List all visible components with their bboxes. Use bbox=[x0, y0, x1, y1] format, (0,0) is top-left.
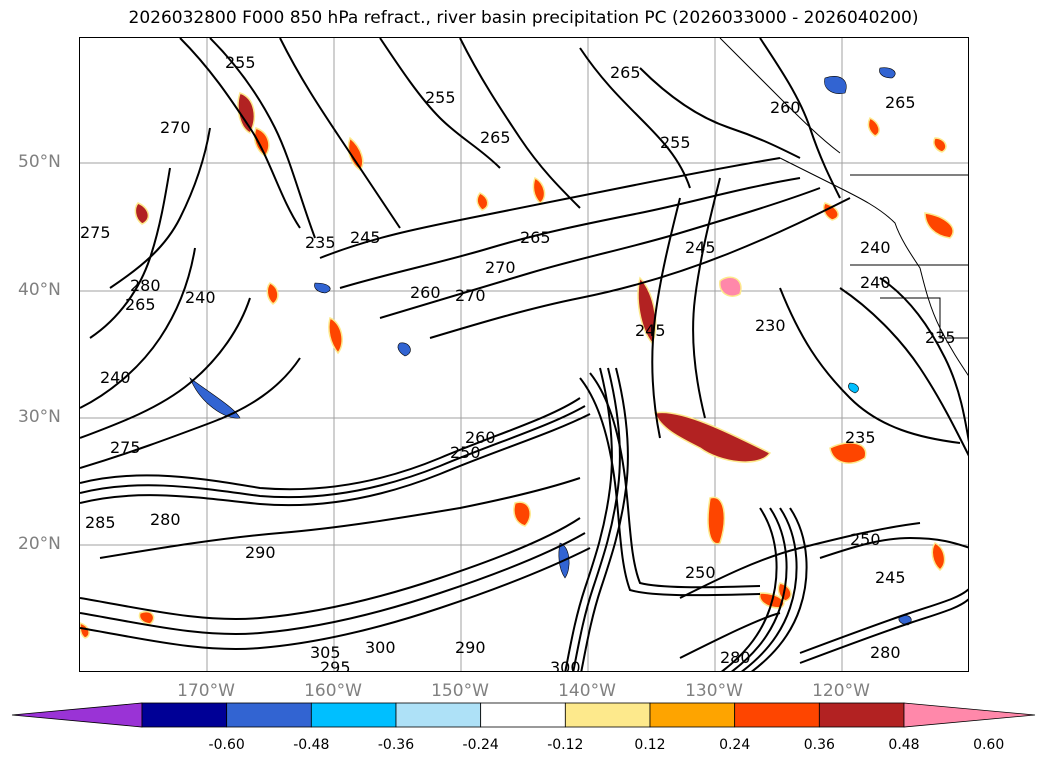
colorbar-tick-label: -0.36 bbox=[377, 737, 415, 753]
colorbar-segment bbox=[310, 702, 397, 728]
contour-label: 240 bbox=[860, 238, 891, 257]
contour-label: 240 bbox=[100, 368, 131, 387]
contour-label: 260 bbox=[465, 428, 496, 447]
contour-label: 260 bbox=[770, 98, 801, 117]
contour-label: 255 bbox=[660, 133, 691, 152]
contour-label: 280 bbox=[130, 276, 161, 295]
contour-label: 265 bbox=[480, 128, 511, 147]
contour-label: 250 bbox=[850, 530, 881, 549]
lon-label-130w: 130°W bbox=[685, 681, 743, 701]
contour-label: 235 bbox=[925, 328, 956, 347]
contour-label-group: 255 270 255 265 260 265 265 255 245 240 … bbox=[80, 53, 956, 672]
lat-label-50n: 50°N bbox=[18, 152, 61, 172]
contour-label: 270 bbox=[455, 286, 486, 305]
lon-label-150w: 150°W bbox=[431, 681, 489, 701]
contour-label: 300 bbox=[365, 638, 396, 657]
colorbar-tick-label: -0.12 bbox=[547, 737, 584, 753]
contour-label: 270 bbox=[485, 258, 516, 277]
contour-label: 245 bbox=[685, 238, 716, 257]
contour-label: 235 bbox=[305, 233, 336, 252]
colorbar-segment bbox=[564, 702, 651, 728]
colorbar-segment bbox=[480, 702, 566, 728]
colorbar-tick-label: -0.60 bbox=[208, 737, 245, 753]
contour-label: 275 bbox=[80, 223, 111, 242]
contour-label: 280 bbox=[150, 510, 181, 529]
lon-label-170w: 170°W bbox=[177, 681, 235, 701]
colorbar-segment bbox=[141, 702, 228, 728]
contour-label: 255 bbox=[425, 88, 456, 107]
colorbar-segment bbox=[818, 702, 905, 728]
contour-label: 270 bbox=[160, 118, 191, 137]
map-canvas: 255 270 255 265 260 265 265 255 245 240 … bbox=[80, 38, 968, 672]
contour-label: 265 bbox=[610, 63, 641, 82]
contour-label: 280 bbox=[720, 648, 751, 667]
refractivity-contours bbox=[80, 38, 968, 671]
contour-label: 265 bbox=[885, 93, 916, 112]
contour-label: 295 bbox=[320, 658, 351, 672]
colorbar-segment bbox=[226, 702, 312, 728]
colorbar-segment bbox=[649, 702, 736, 728]
contour-label: 275 bbox=[110, 438, 141, 457]
contour-label: 300 bbox=[550, 658, 581, 672]
colorbar-tick-label: 0.24 bbox=[719, 737, 751, 753]
colorbar-tick-label: 0.12 bbox=[634, 737, 666, 753]
lat-label-30n: 30°N bbox=[18, 407, 61, 427]
colorbar-extend-high bbox=[903, 702, 1036, 728]
contour-label: 245 bbox=[875, 568, 906, 587]
colorbar-tick-label: 0.36 bbox=[803, 737, 835, 753]
contour-label: 290 bbox=[455, 638, 486, 657]
contour-label: 280 bbox=[870, 643, 901, 662]
precip-shading bbox=[80, 92, 954, 639]
contour-label: 245 bbox=[350, 228, 381, 247]
contour-label: 240 bbox=[860, 273, 891, 292]
contour-label: 255 bbox=[225, 53, 256, 72]
map-gridlines bbox=[80, 38, 968, 671]
colorbar-tick-label: 0.60 bbox=[973, 737, 1005, 753]
contour-label: 230 bbox=[755, 316, 786, 335]
contour-label: 265 bbox=[520, 228, 551, 247]
colorbar-segment bbox=[734, 702, 820, 728]
lat-label-40n: 40°N bbox=[18, 280, 61, 300]
contour-label: 305 bbox=[310, 643, 341, 662]
contour-label: 240 bbox=[185, 288, 216, 307]
contour-label: 250 bbox=[450, 443, 481, 462]
colorbar bbox=[11, 702, 1036, 728]
lat-label-20n: 20°N bbox=[18, 534, 61, 554]
contour-label: 290 bbox=[245, 543, 276, 562]
colorbar-segment bbox=[395, 702, 482, 728]
contour-label: 260 bbox=[410, 283, 441, 302]
contour-label: 245 bbox=[635, 321, 666, 340]
coastlines bbox=[719, 38, 968, 376]
lon-label-140w: 140°W bbox=[558, 681, 616, 701]
colorbar-tick-label: 0.48 bbox=[888, 737, 920, 753]
colorbar-extend-low bbox=[11, 702, 143, 728]
precip-negative-shading bbox=[189, 67, 912, 626]
contour-label: 250 bbox=[685, 563, 716, 582]
contour-label: 285 bbox=[85, 513, 116, 532]
colorbar-tick-label: -0.48 bbox=[293, 737, 330, 753]
contour-label: 265 bbox=[125, 295, 156, 314]
lon-label-160w: 160°W bbox=[304, 681, 362, 701]
map-title: 2026032800 F000 850 hPa refract., river … bbox=[128, 8, 919, 28]
map-panel: 255 270 255 265 260 265 265 255 245 240 … bbox=[79, 37, 969, 672]
contour-label: 235 bbox=[845, 428, 876, 447]
lon-label-120w: 120°W bbox=[812, 681, 870, 701]
colorbar-tick-label: -0.24 bbox=[462, 737, 499, 753]
